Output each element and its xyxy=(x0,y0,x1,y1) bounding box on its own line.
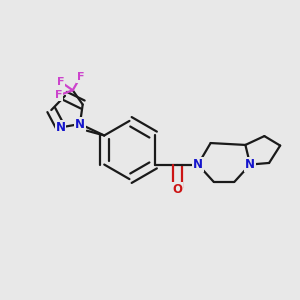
Text: F: F xyxy=(76,72,84,82)
Text: F: F xyxy=(55,91,62,100)
Text: N: N xyxy=(75,118,85,130)
Text: N: N xyxy=(56,121,65,134)
Text: N: N xyxy=(193,158,203,171)
Text: F: F xyxy=(56,76,64,87)
Text: N: N xyxy=(245,158,255,171)
Text: O: O xyxy=(172,183,182,196)
